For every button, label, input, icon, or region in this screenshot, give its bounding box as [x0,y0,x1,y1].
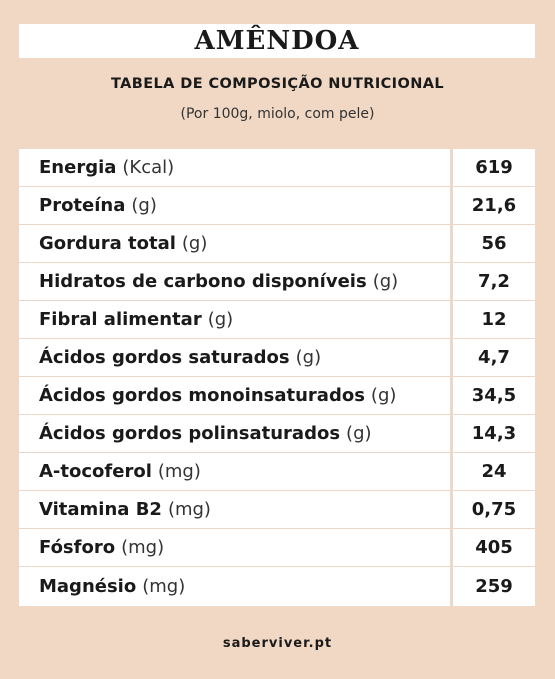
nutrient-cell: Gordura total (g) [19,225,453,262]
nutrient-unit: (Kcal) [122,157,175,178]
nutrient-cell: Ácidos gordos saturados (g) [19,339,453,376]
nutrient-unit: (mg) [142,576,186,597]
table-row: Fibral alimentar (g) 12 [19,301,535,339]
nutrient-name: Fibral alimentar [39,309,202,330]
nutrient-unit: (mg) [121,537,165,558]
nutrient-value: 259 [475,576,513,597]
nutrient-value: 0,75 [471,499,517,520]
nutrient-unit: (mg) [167,499,211,520]
table-row: Magnésio (mg) 259 [19,567,535,606]
table-row: Energia (Kcal) 619 [19,149,535,187]
nutrient-name: Gordura total [39,233,176,254]
nutrient-value: 56 [481,233,507,254]
table-row: Vitamina B2 (mg) 0,75 [19,491,535,529]
nutrient-cell: Fósforo (mg) [19,529,453,566]
nutrient-name: Ácidos gordos monoinsaturados [39,385,365,406]
nutrient-name: Hidratos de carbono disponíveis [39,271,367,292]
site-footer-link[interactable]: saberviver.pt [222,636,333,651]
table-row: Proteína (g) 21,6 [19,187,535,225]
nutrient-value: 619 [475,157,513,178]
table-row: Hidratos de carbono disponíveis (g) 7,2 [19,263,535,301]
table-row: Ácidos gordos saturados (g) 4,7 [19,339,535,377]
nutrient-unit: (mg) [157,461,201,482]
nutrient-cell: Ácidos gordos polinsaturados (g) [19,415,453,452]
nutrient-cell: Fibral alimentar (g) [19,301,453,338]
nutrition-table: Energia (Kcal) 619 Proteína (g) 21,6 Gordu… [19,149,535,606]
nutrient-unit: (g) [207,309,234,330]
nutrient-cell: Ácidos gordos monoinsaturados (g) [19,377,453,414]
nutrient-unit: (g) [372,271,399,292]
nutrient-name: Proteína [39,195,126,216]
nutrient-cell: Hidratos de carbono disponíveis (g) [19,263,453,300]
nutrient-name: Magnésio [39,576,137,597]
table-row: Gordura total (g) 56 [19,225,535,263]
nutrient-value: 24 [481,461,507,482]
nutrient-unit: (g) [370,385,397,406]
title-banner: AMÊNDOA [19,24,535,58]
nutrient-unit: (g) [295,347,322,368]
nutrient-value: 34,5 [471,385,517,406]
nutrient-unit: (g) [181,233,208,254]
nutrient-name: Fósforo [39,537,116,558]
table-row: Ácidos gordos polinsaturados (g) 14,3 [19,415,535,453]
nutrient-cell: Magnésio (mg) [19,567,453,606]
nutrient-unit: (g) [131,195,157,216]
nutrient-name: A-tocoferol [39,461,152,482]
nutrient-cell: Proteína (g) [19,187,453,224]
nutrient-value: 7,2 [478,271,510,292]
nutrient-name: Ácidos gordos saturados [39,347,290,368]
nutrient-name: Vitamina B2 [39,499,162,520]
page-title: AMÊNDOA [194,26,360,56]
nutrient-name: Energia [39,157,117,178]
table-row: Fósforo (mg) 405 [19,529,535,567]
table-subtitle: TABELA DE COMPOSIÇÃO NUTRICIONAL [111,76,444,92]
nutrient-cell: Vitamina B2 (mg) [19,491,453,528]
nutrient-value: 405 [475,537,513,558]
nutrient-unit: (g) [346,423,372,444]
nutrient-name: Ácidos gordos polinsaturados [39,423,341,444]
nutrient-value: 4,7 [478,347,510,368]
table-row: A-tocoferol (mg) 24 [19,453,535,491]
nutrient-cell: Energia (Kcal) [19,149,453,186]
nutrient-value: 12 [481,309,507,330]
table-note: (Por 100g, miolo, com pele) [180,106,375,122]
nutrient-value: 21,6 [471,195,517,216]
nutrient-cell: A-tocoferol (mg) [19,453,453,490]
nutrient-value: 14,3 [471,423,517,444]
table-row: Ácidos gordos monoinsaturados (g) 34,5 [19,377,535,415]
